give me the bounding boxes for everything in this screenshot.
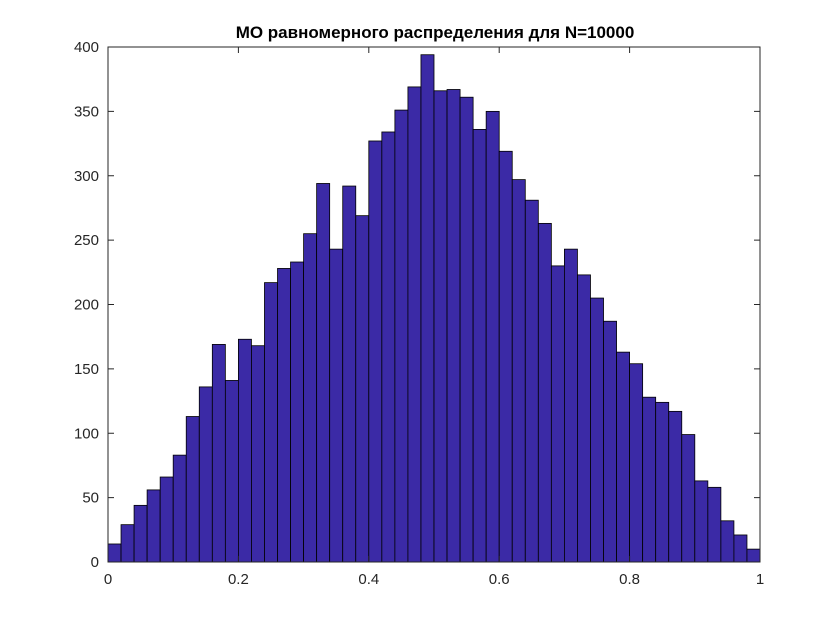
x-tick-label: 1 [756, 571, 764, 588]
histogram-bar [537, 222, 552, 563]
histogram-bar [133, 504, 148, 563]
x-tick-label: 0.8 [619, 571, 640, 588]
y-tick-label: 300 [74, 168, 99, 185]
histogram-bar [159, 476, 174, 563]
histogram-bar [485, 110, 500, 563]
x-tick-label: 0.6 [489, 571, 510, 588]
histogram-bar [277, 268, 291, 563]
y-tick-label: 200 [74, 297, 99, 314]
histogram-bar [603, 320, 617, 563]
histogram-bar [407, 86, 422, 563]
histogram-bar [342, 185, 357, 563]
histogram-bar [394, 109, 409, 563]
axes-group: 0 0.2 0.4 0.6 0.8 1 0 50 100 150 200 250 300 350 400 [74, 39, 764, 588]
chart-title: МО равномерного распределения для N=1000… [236, 23, 635, 42]
histogram-bar [629, 363, 644, 563]
histogram-bar [237, 338, 252, 563]
histogram-bar [198, 386, 213, 563]
histogram-bar [264, 282, 278, 563]
y-tick-label: 100 [74, 425, 99, 442]
histogram-bar [224, 380, 239, 563]
histogram-bar [172, 454, 187, 563]
histogram-bar [642, 396, 657, 563]
histogram-bar [472, 128, 487, 563]
bars-group [107, 54, 761, 563]
histogram-bar [107, 543, 122, 563]
histogram-bar [303, 233, 318, 563]
histogram-bar [720, 520, 735, 563]
histogram-bar [590, 297, 604, 563]
x-tick-label: 0 [104, 571, 112, 588]
histogram-bar [746, 548, 761, 563]
histogram-bar [550, 265, 565, 563]
histogram-bar [368, 140, 383, 563]
histogram-bar [733, 534, 748, 563]
histogram-bar [524, 199, 539, 563]
histogram-bar [694, 480, 709, 563]
y-tick-label: 150 [74, 361, 99, 378]
histogram-bar [146, 489, 161, 563]
histogram-bar [577, 274, 591, 563]
histogram-bar [616, 351, 630, 563]
histogram-bar [251, 345, 265, 563]
histogram-bar [355, 215, 370, 563]
histogram-bar [446, 89, 461, 563]
histogram-bar [211, 344, 226, 563]
y-tick-label: 50 [82, 490, 99, 507]
histogram-bar [707, 486, 722, 563]
y-tick-label: 400 [74, 39, 99, 56]
histogram-bar [329, 248, 344, 563]
histogram-bar [655, 401, 670, 563]
histogram-bar [668, 410, 683, 563]
y-tick-label: 0 [91, 554, 99, 571]
histogram-bar [564, 248, 578, 563]
histogram-bar [420, 54, 435, 563]
x-tick-label: 0.2 [228, 571, 249, 588]
histogram-bar [290, 261, 304, 563]
x-tick-label: 0.4 [358, 571, 379, 588]
histogram-bar [459, 96, 474, 563]
y-tick-label: 350 [74, 103, 99, 120]
histogram-bar [120, 524, 135, 563]
histogram-bar [185, 416, 200, 563]
histogram-bar [381, 131, 396, 563]
histogram-bar [681, 434, 696, 563]
histogram-bar [433, 90, 448, 563]
histogram-bar [316, 183, 331, 563]
histogram-bar [498, 150, 513, 563]
histogram-bar [511, 179, 526, 563]
y-tick-label: 250 [74, 232, 99, 249]
